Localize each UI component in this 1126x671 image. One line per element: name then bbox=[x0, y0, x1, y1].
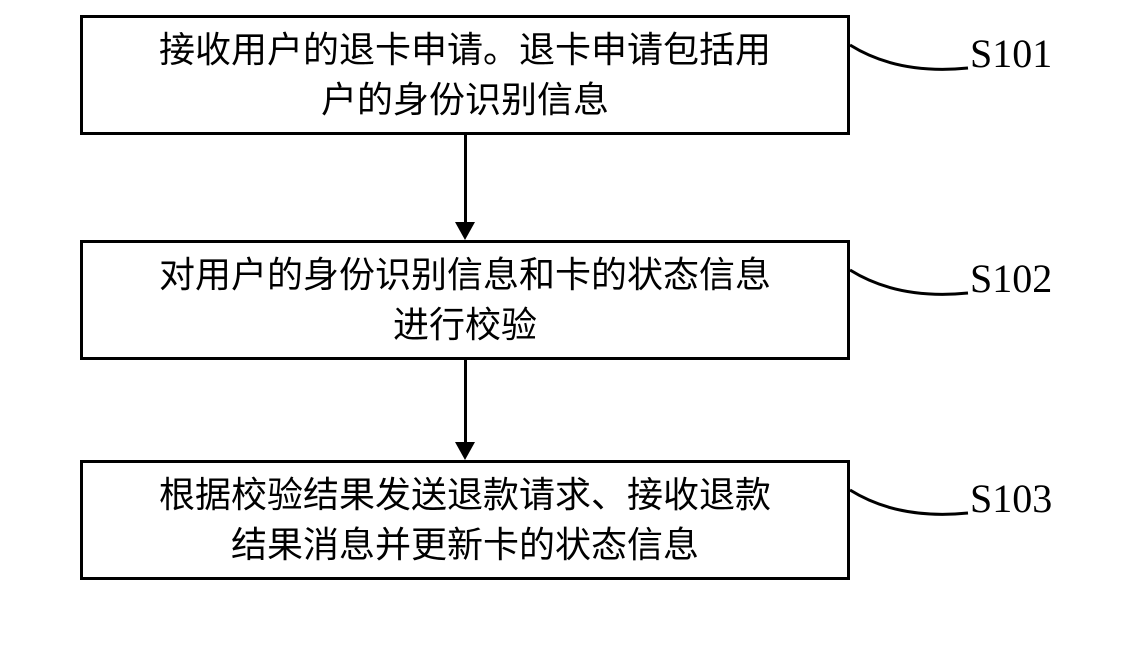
step-s101-line1: 接收用户的退卡申请。退卡申请包括用 bbox=[159, 30, 771, 70]
step-box-s102: 对用户的身份识别信息和卡的状态信息 进行校验 bbox=[80, 240, 850, 360]
step-box-s103: 根据校验结果发送退款请求、接收退款 结果消息并更新卡的状态信息 bbox=[80, 460, 850, 580]
step-s102-line2: 进行校验 bbox=[393, 305, 537, 345]
arrow-1-head bbox=[455, 222, 475, 240]
step-s103-line2: 结果消息并更新卡的状态信息 bbox=[231, 525, 699, 565]
step-s103-line1: 根据校验结果发送退款请求、接收退款 bbox=[159, 475, 771, 515]
connector-s102 bbox=[848, 265, 973, 305]
connector-s101 bbox=[848, 40, 973, 80]
connector-s103 bbox=[848, 485, 973, 525]
arrow-2-line bbox=[464, 360, 467, 442]
step-box-s101: 接收用户的退卡申请。退卡申请包括用 户的身份识别信息 bbox=[80, 15, 850, 135]
step-label-s102: S102 bbox=[970, 255, 1052, 302]
arrow-2-head bbox=[455, 442, 475, 460]
step-text-s102: 对用户的身份识别信息和卡的状态信息 进行校验 bbox=[159, 250, 771, 351]
step-text-s103: 根据校验结果发送退款请求、接收退款 结果消息并更新卡的状态信息 bbox=[159, 470, 771, 571]
step-s102-line1: 对用户的身份识别信息和卡的状态信息 bbox=[159, 255, 771, 295]
step-s101-line2: 户的身份识别信息 bbox=[321, 80, 609, 120]
step-text-s101: 接收用户的退卡申请。退卡申请包括用 户的身份识别信息 bbox=[159, 25, 771, 126]
arrow-1-line bbox=[464, 135, 467, 222]
step-label-s101: S101 bbox=[970, 30, 1052, 77]
step-label-s103: S103 bbox=[970, 475, 1052, 522]
